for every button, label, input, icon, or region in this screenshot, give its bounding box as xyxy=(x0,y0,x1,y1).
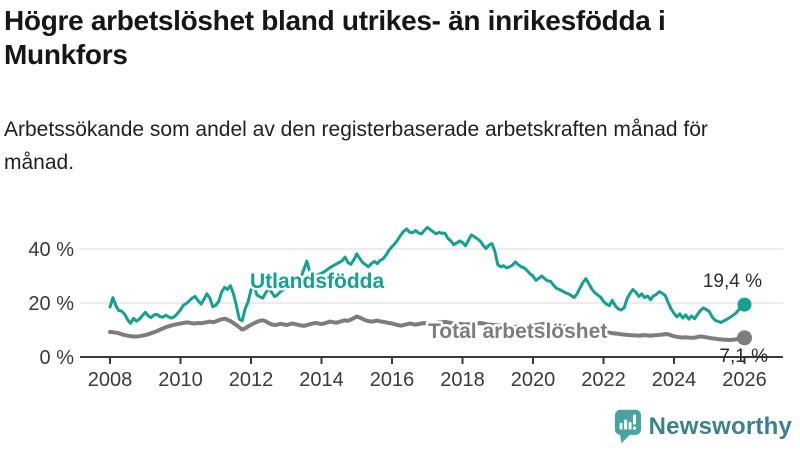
chart-title: Högre arbetslöshet bland utrikes- än inr… xyxy=(4,5,666,70)
x-axis-tick-labels: 2008 2010 2012 2014 2016 2018 2020 2022 2024 2026 xyxy=(88,369,767,391)
x-tick-label-2010: 2010 xyxy=(158,369,203,391)
y-tick-label-20: 20 % xyxy=(28,293,74,315)
series-label-utlandsfodda: Utlandsfödda xyxy=(250,270,384,293)
series-label-total-arbetsloshet: Total arbetslöshet xyxy=(428,320,607,343)
gridlines xyxy=(80,248,783,304)
series-line-utlandsfodda xyxy=(108,225,746,325)
series-end-dot-total-arbetsloshet xyxy=(737,330,752,346)
x-tick-label-2024: 2024 xyxy=(652,369,697,391)
end-value-label-utlandsfodda: 19,4 % xyxy=(703,271,762,292)
x-tick-label-2008: 2008 xyxy=(88,369,133,391)
x-tick-label-2018: 2018 xyxy=(440,369,485,391)
end-value-label-total-arbetsloshet: 7,1 % xyxy=(719,346,768,367)
newsworthy-logo-text: Newsworthy xyxy=(648,412,792,440)
y-tick-label-40: 40 % xyxy=(28,239,74,261)
newsworthy-speech-bubble-bar-chart-icon xyxy=(614,409,641,444)
x-tick-label-2016: 2016 xyxy=(370,369,415,391)
series-line-total-arbetsloshet xyxy=(108,314,747,342)
x-tick-label-2014: 2014 xyxy=(299,369,344,391)
x-tick-label-2020: 2020 xyxy=(511,369,556,391)
y-axis-tick-labels: 0 % 20 % 40 % xyxy=(28,239,74,369)
chart-subtitle: Arbetssökande som andel av den registerb… xyxy=(4,118,708,174)
y-tick-label-0: 0 % xyxy=(40,347,75,369)
x-axis-ticks xyxy=(109,357,746,364)
newsworthy-logo: Newsworthy xyxy=(614,408,792,445)
x-tick-label-2022: 2022 xyxy=(581,369,626,391)
x-tick-label-2012: 2012 xyxy=(229,369,274,391)
x-tick-label-2026: 2026 xyxy=(722,369,767,391)
series-end-dot-utlandsfodda xyxy=(737,297,752,312)
